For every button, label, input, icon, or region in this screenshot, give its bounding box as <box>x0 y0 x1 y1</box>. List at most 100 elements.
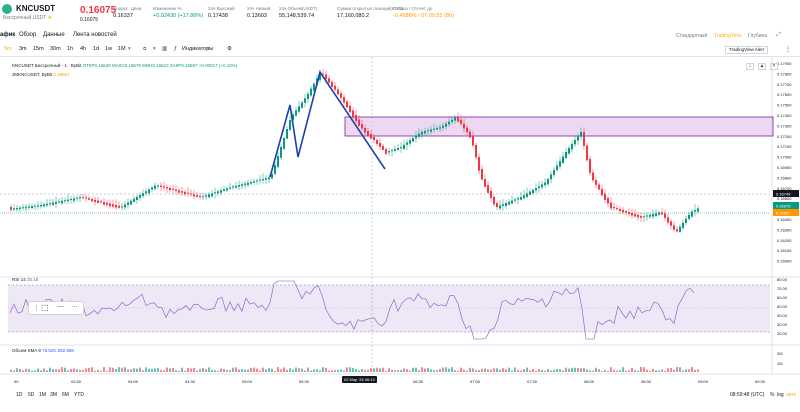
candle-icon[interactable]: ▥ <box>162 46 168 52</box>
candle-body <box>412 138 414 142</box>
candle-body <box>382 146 384 150</box>
chart-type-dropdown-icon[interactable]: ▾ <box>153 46 156 52</box>
volume-bar <box>439 368 441 372</box>
stat-value: +0.02430 (+17.86%) <box>153 13 204 19</box>
interval-15m[interactable]: 15m <box>33 46 44 52</box>
range-1m[interactable]: 1M <box>39 392 46 398</box>
volume-bar <box>295 367 297 372</box>
chart-area[interactable]: 0.17900 0.17800 0.17700 0.17600 0.17500 0.174… <box>0 56 800 388</box>
volume-bar <box>70 369 72 372</box>
candle-body <box>301 102 303 108</box>
volume-bar <box>211 370 213 372</box>
expand-icon[interactable]: ⤢ <box>776 32 781 38</box>
candle-body <box>646 215 648 217</box>
interval-1M[interactable]: 1M <box>118 46 126 52</box>
candle-body <box>595 180 597 185</box>
interval-3m[interactable]: 3m <box>19 46 27 52</box>
volume-bar <box>283 367 285 372</box>
candle-body <box>100 201 102 203</box>
candle-body <box>376 140 378 144</box>
volume-bar <box>649 370 651 372</box>
tradingview-alert-button[interactable]: TradingView Alert <box>725 46 769 54</box>
volume-bar <box>490 369 492 372</box>
favorite-star-icon[interactable]: ★ <box>47 15 53 21</box>
chart-canvas[interactable]: 0.17900 0.17800 0.17700 0.17600 0.17500 0.174… <box>0 57 800 389</box>
volume-bar <box>235 367 237 372</box>
tab-data[interactable]: Данные <box>43 32 65 38</box>
volume-bar <box>289 368 291 372</box>
candle-body <box>331 82 333 87</box>
interval-4h[interactable]: 4h <box>80 46 87 52</box>
volume-bar <box>694 369 696 372</box>
volume-bar <box>73 368 75 372</box>
percent-scale-toggle[interactable]: % <box>770 392 775 398</box>
candle-body <box>184 191 186 195</box>
candle-body <box>658 212 660 215</box>
view-depth[interactable]: Глубина <box>748 33 768 39</box>
candle-body <box>283 138 285 149</box>
candle-body <box>106 202 108 205</box>
drawing-toolbar[interactable]: ⋮ ⬚ — ⋯ <box>28 301 84 315</box>
collapse-up-icon[interactable]: ▴ <box>758 63 766 70</box>
range-1d[interactable]: 1D <box>16 392 23 398</box>
indicators-dropdown-icon[interactable]: ▾ <box>207 46 210 52</box>
chart-type-icon[interactable]: ⫏ <box>143 46 147 52</box>
volume-bar <box>55 369 57 372</box>
candle-body <box>448 121 450 125</box>
candle-body <box>622 210 624 213</box>
candle-body <box>571 144 573 150</box>
range-ytd[interactable]: YTD <box>74 392 84 398</box>
tab-overview[interactable]: Обзор <box>19 32 37 38</box>
volume-bar <box>130 369 132 372</box>
utc-clock[interactable]: 08:59:48 (UTC) <box>730 392 765 398</box>
volume-bar <box>505 369 507 372</box>
volume-bar <box>187 367 189 372</box>
view-standard[interactable]: Стандартный <box>676 33 708 39</box>
volume-bar <box>205 369 207 372</box>
log-scale-toggle[interactable]: log <box>777 392 784 398</box>
symbol-name[interactable]: KNCUSDT <box>16 4 56 13</box>
volume-bar <box>154 368 156 372</box>
interval-30m[interactable]: 30m <box>50 46 61 52</box>
settings-gear-icon[interactable]: ⚙ <box>227 46 232 52</box>
time-tick-label: 03:30 <box>71 379 82 384</box>
range-6m[interactable]: 6M <box>62 392 69 398</box>
volume-bar <box>559 369 561 372</box>
rectangle-tool-icon[interactable]: ⬚ <box>41 303 49 312</box>
tab-chart[interactable]: афик <box>0 32 16 38</box>
candle-body <box>433 128 435 130</box>
interval-1w[interactable]: 1w <box>105 46 113 52</box>
candle-body <box>355 115 357 121</box>
download-icon[interactable]: ↓ <box>746 63 754 70</box>
volume-bar <box>196 370 198 372</box>
interval-dropdown-icon[interactable]: ▾ <box>128 46 131 52</box>
close-pane-icon[interactable]: × <box>770 63 778 70</box>
volume-bar <box>49 367 51 372</box>
interval-1h[interactable]: 1h <box>67 46 74 52</box>
indicators-icon[interactable]: ƒ <box>174 46 178 52</box>
alert-menu-icon[interactable]: ⋮ <box>785 47 791 53</box>
tab-news[interactable]: Лента новостей <box>73 32 117 38</box>
candle-body <box>52 202 54 205</box>
candle-body <box>400 147 402 149</box>
view-tradingview[interactable]: TradingView <box>714 33 742 39</box>
interval-1d[interactable]: 1d <box>93 46 100 52</box>
volume-bar <box>388 368 390 372</box>
candle-body <box>625 211 627 213</box>
volume-bar <box>166 367 168 372</box>
candle-body <box>409 140 411 144</box>
symbol-subtitle: Бессрочный USDT ★ <box>3 15 53 21</box>
volume-bar <box>181 367 183 372</box>
range-5d[interactable]: 5D <box>28 392 35 398</box>
candle-body <box>652 214 654 217</box>
interval-5m[interactable]: 5m <box>4 46 12 52</box>
time-tick-label: 08:30 <box>641 379 652 384</box>
candle-body <box>262 179 264 181</box>
indicators-button[interactable]: Индикаторы <box>182 46 214 52</box>
auto-scale-toggle[interactable]: авто <box>786 392 797 398</box>
more-options-icon[interactable]: ⋯ <box>71 304 78 311</box>
line-style-icon[interactable]: — <box>57 303 64 310</box>
drag-handle-icon[interactable]: ⋮ <box>33 305 40 312</box>
range-3m[interactable]: 3M <box>50 392 57 398</box>
volume-bar <box>298 368 300 372</box>
